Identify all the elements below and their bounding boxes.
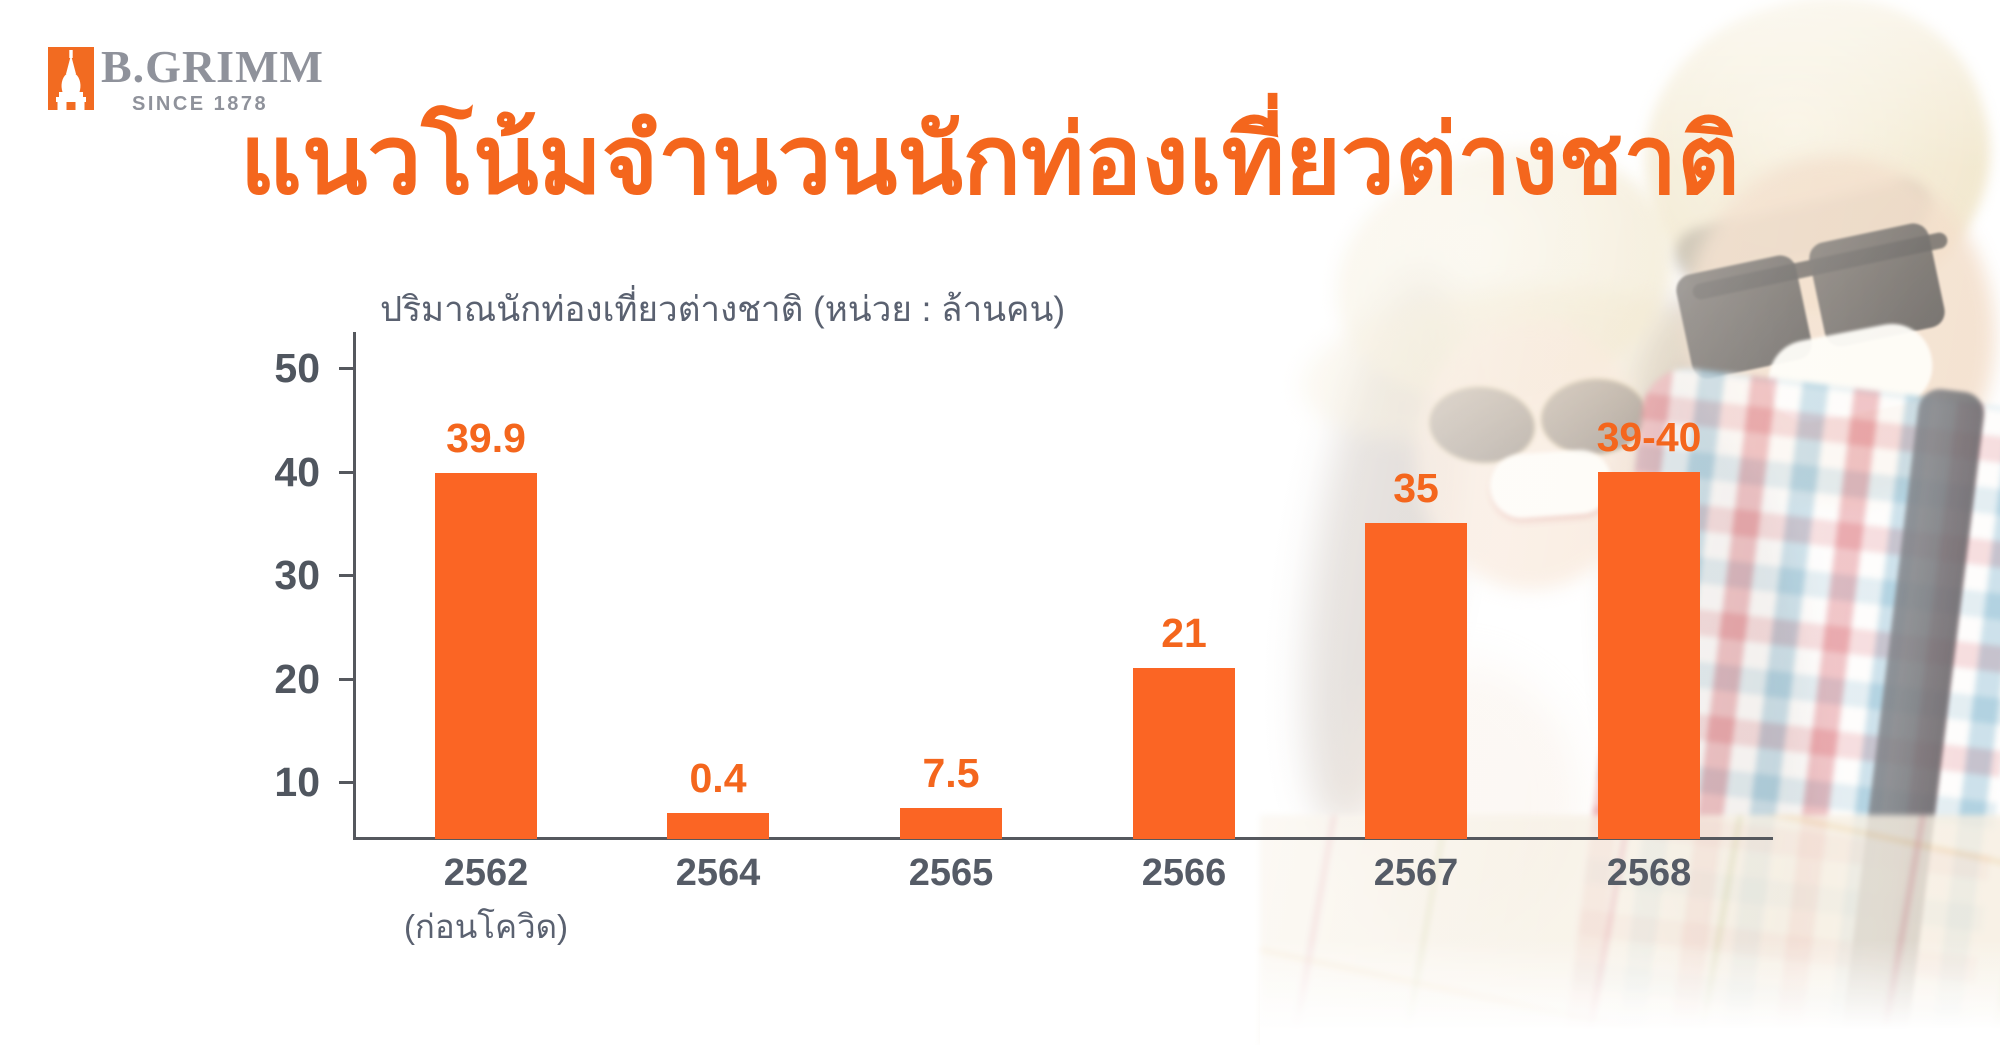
chart-axis-title: ปริมาณนักท่องเที่ยวต่างชาติ (หน่วย : ล้า… bbox=[380, 290, 1066, 329]
bgrimm-logo: B.GRIMM SINCE 1878 bbox=[48, 41, 324, 116]
y-tick-mark bbox=[339, 470, 353, 474]
bar-2568 bbox=[1598, 471, 1700, 839]
bar-2567 bbox=[1365, 523, 1467, 839]
x-category-label: 2565 bbox=[908, 852, 994, 894]
bar-value-label: 35 bbox=[1393, 465, 1439, 512]
bar-value-label: 0.4 bbox=[689, 755, 747, 801]
bar-value-label: 21 bbox=[1161, 610, 1207, 657]
y-tick-label: 50 bbox=[274, 345, 320, 391]
photo-white-veil bbox=[950, 0, 2000, 1045]
bar-2564 bbox=[667, 813, 769, 839]
x-category-label: 2566 bbox=[1141, 852, 1227, 894]
x-category-label: 2568 bbox=[1606, 852, 1692, 894]
bar-value-label: 7.5 bbox=[922, 749, 980, 796]
brand-tagline: SINCE 1878 bbox=[132, 93, 269, 115]
pagoda-icon bbox=[48, 47, 94, 110]
bar-value-label: 39-40 bbox=[1596, 413, 1702, 460]
x-category-label: 2562 bbox=[443, 852, 529, 894]
y-tick-mark bbox=[339, 574, 353, 577]
background-photo bbox=[950, 0, 2000, 1045]
y-tick-mark bbox=[339, 781, 353, 784]
brand-name: B.GRIMM bbox=[101, 41, 324, 92]
x-category-note: (ก่อนโควิด) bbox=[403, 908, 569, 945]
x-category-label: 2567 bbox=[1373, 852, 1459, 894]
y-tick-label: 40 bbox=[274, 448, 320, 495]
bar-2562 bbox=[435, 472, 537, 839]
x-axis-line bbox=[353, 837, 1773, 840]
bar-2565 bbox=[900, 807, 1002, 839]
bar-2566 bbox=[1133, 668, 1235, 839]
bar-value-label: 39.9 bbox=[446, 414, 526, 461]
y-tick-label: 30 bbox=[274, 552, 320, 598]
y-tick-mark bbox=[339, 367, 353, 370]
y-axis-line bbox=[353, 332, 356, 840]
x-category-label: 2564 bbox=[675, 852, 761, 894]
page-title: แนวโน้มจำนวนนักท่องเที่ยวต่างชาติ bbox=[240, 107, 1740, 214]
y-tick-label: 10 bbox=[274, 759, 320, 805]
y-tick-label: 20 bbox=[274, 655, 320, 702]
y-tick-mark bbox=[339, 677, 353, 681]
